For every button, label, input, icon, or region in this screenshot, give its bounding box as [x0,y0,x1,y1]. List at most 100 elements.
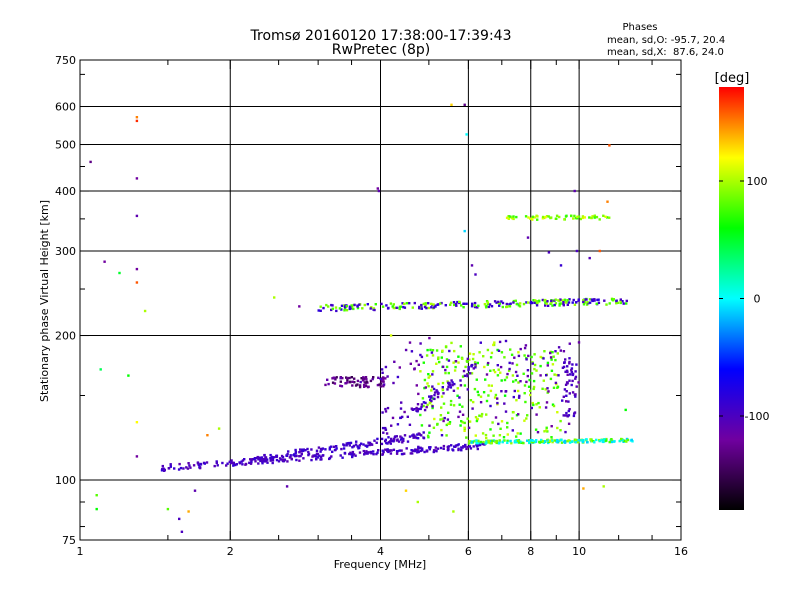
trace-point [619,301,622,305]
trace-point [382,376,385,379]
trace-point [553,373,556,376]
trace-point [376,451,379,454]
trace-point [545,401,549,404]
trace-point [593,441,596,444]
data-point [404,489,408,492]
trace-point [466,360,469,363]
trace-point [549,302,552,306]
trace-point [474,363,477,366]
trace-point [358,444,362,447]
trace-point [512,395,515,399]
trace-point [382,383,386,386]
trace-point [546,439,549,442]
trace-point [189,466,192,469]
trace-point [266,461,269,464]
trace-point [254,460,257,463]
trace-point [475,378,478,381]
trace-point [299,454,302,458]
trace-point [340,308,343,311]
trace-point [460,448,463,452]
phase-stats-o: mean, sd,O: -95.7, 20.4 [607,35,725,46]
trace-point [506,441,509,444]
trace-point [288,456,292,459]
trace-point [415,406,418,410]
trace-point [408,435,412,438]
trace-point [419,449,422,453]
trace-point [345,442,348,445]
trace-point [494,416,498,419]
data-point [575,249,579,253]
trace-point [275,458,279,462]
trace-point [451,448,454,451]
trace-point [379,377,382,381]
trace-point [515,441,519,444]
trace-point [539,364,542,368]
trace-point [583,298,586,301]
trace-point [365,378,368,381]
trace-point [471,407,474,410]
trace-point [489,356,493,359]
data-point [547,251,551,254]
trace-point [420,424,424,427]
trace-point [435,450,438,453]
trace-point [369,307,372,310]
trace-point [295,458,298,462]
trace-point [544,304,547,307]
trace-point [559,419,562,423]
trace-point [467,442,471,445]
trace-point [461,446,464,449]
trace-point [581,216,585,220]
trace-point [411,408,414,411]
trace-point [476,441,480,445]
trace-point [380,442,384,446]
data-point [118,271,121,275]
trace-point [515,435,518,438]
trace-point [463,421,466,425]
trace-point [372,376,375,379]
trace-point [506,421,509,425]
trace-point [391,305,394,308]
grid-lines [80,60,681,540]
trace-point [331,377,334,380]
trace-point [380,302,383,306]
trace-point [440,356,443,359]
trace-point [625,299,628,303]
data-point [273,296,276,299]
trace-point [598,439,601,443]
trace-point [341,376,344,380]
trace-point [494,393,498,397]
trace-point [577,298,580,301]
trace-point [562,301,565,304]
trace-point [349,451,352,454]
trace-point [362,379,365,382]
trace-point [574,375,578,379]
trace-point [477,393,480,397]
trace-point [406,440,410,443]
trace-point [575,217,579,220]
trace-point [192,464,196,467]
trace-point [460,304,463,307]
trace-point [257,458,260,461]
trace-point [497,422,500,426]
trace-point [455,304,458,307]
trace-point [492,343,495,347]
trace-point [564,383,568,386]
trace-point [537,401,540,405]
trace-point [442,419,445,423]
trace-point [439,418,442,421]
data-point [187,510,190,513]
trace-point [574,441,577,444]
y-axis-label: Stationary phase Virtual Height [km] [38,200,51,402]
trace-point [363,303,366,307]
trace-point [478,351,481,354]
trace-point [568,362,571,365]
trace-point [549,377,553,381]
trace-point [554,358,557,362]
trace-point [523,419,526,422]
trace-point [381,305,385,308]
trace-point [473,387,477,391]
trace-point [545,215,549,218]
trace-point [350,453,353,456]
trace-point [240,460,243,463]
trace-point [593,298,596,301]
